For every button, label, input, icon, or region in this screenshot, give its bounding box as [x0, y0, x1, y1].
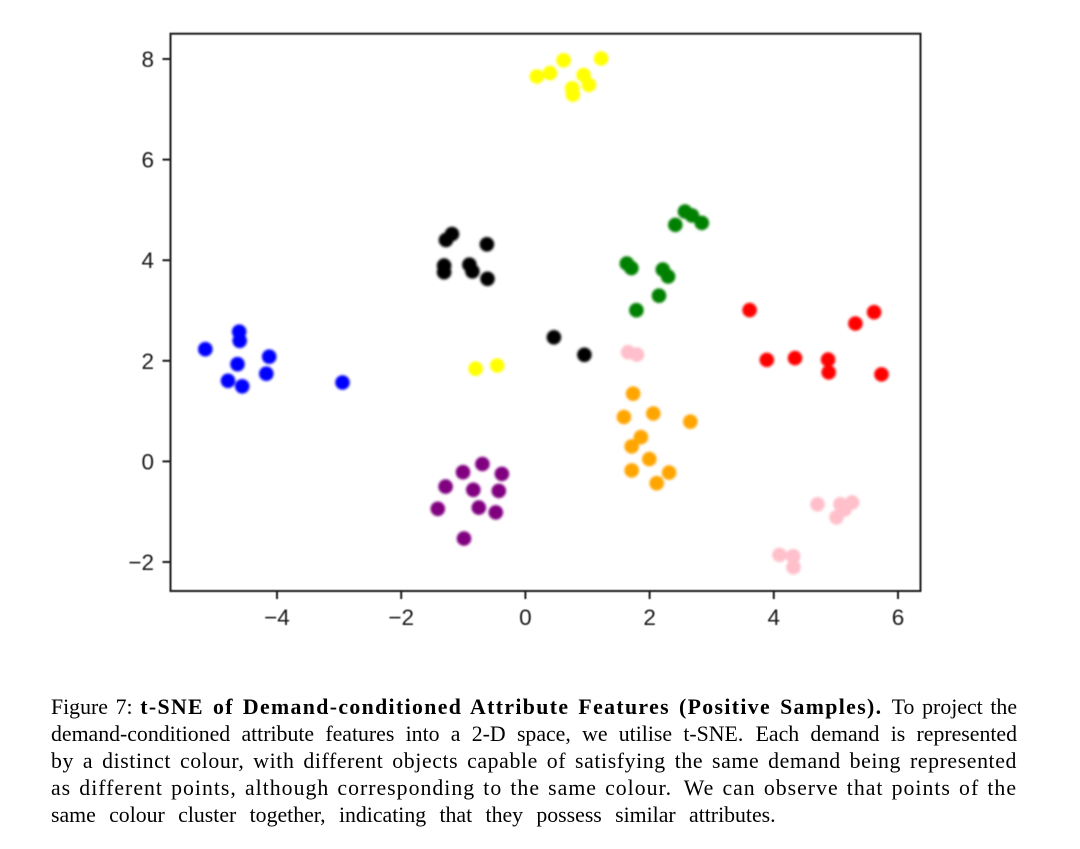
svg-text:0: 0	[141, 449, 154, 474]
svg-text:8: 8	[141, 47, 154, 72]
svg-text:0: 0	[519, 605, 532, 630]
svg-text:4: 4	[768, 605, 781, 630]
svg-text:2: 2	[643, 605, 656, 630]
svg-text:−4: −4	[264, 605, 290, 630]
svg-text:4: 4	[141, 248, 154, 273]
svg-text:−2: −2	[128, 550, 154, 575]
svg-text:2: 2	[141, 349, 154, 374]
svg-text:6: 6	[892, 605, 905, 630]
svg-text:−2: −2	[388, 605, 414, 630]
svg-text:6: 6	[141, 148, 154, 173]
